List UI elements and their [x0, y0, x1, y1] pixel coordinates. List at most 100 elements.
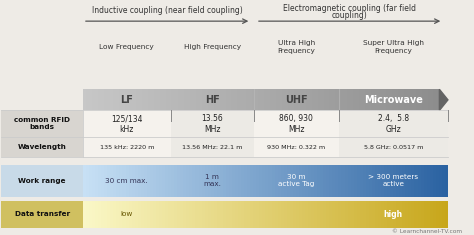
Bar [117, 201, 120, 228]
Bar [336, 164, 339, 197]
Bar [366, 164, 369, 197]
Text: Data transfer: Data transfer [15, 212, 70, 217]
Bar [372, 164, 375, 197]
Bar [427, 164, 430, 197]
Bar [407, 89, 410, 110]
Bar [210, 201, 214, 228]
Bar [356, 164, 360, 197]
Bar [268, 164, 272, 197]
Bar [276, 89, 280, 110]
Bar [267, 89, 271, 110]
Bar [429, 201, 433, 228]
Bar [278, 201, 281, 228]
Bar [117, 164, 120, 197]
Bar [214, 201, 217, 228]
Bar [122, 164, 126, 197]
Bar [208, 164, 211, 197]
Bar [363, 164, 366, 197]
Text: UHF: UHF [285, 95, 308, 105]
Text: High Frequency: High Frequency [183, 44, 241, 50]
Bar [308, 164, 311, 197]
Bar [274, 201, 278, 228]
Bar [323, 201, 327, 228]
Bar [420, 201, 424, 228]
Bar [214, 164, 217, 197]
Bar [183, 164, 187, 197]
Bar [369, 164, 373, 197]
Bar [371, 89, 374, 110]
Bar [118, 89, 122, 110]
Bar [134, 89, 137, 110]
Bar [329, 201, 333, 228]
Bar [402, 164, 406, 197]
Bar [270, 89, 273, 110]
Bar [183, 201, 187, 228]
Bar [344, 89, 348, 110]
Bar [98, 164, 101, 197]
Bar [232, 201, 236, 228]
Bar [229, 201, 232, 228]
Bar [113, 164, 117, 197]
Bar [83, 110, 171, 137]
Bar [311, 201, 315, 228]
Bar [128, 164, 132, 197]
Bar [253, 164, 257, 197]
Bar [165, 201, 169, 228]
Bar [314, 201, 318, 228]
Bar [168, 164, 172, 197]
Bar [386, 89, 389, 110]
Bar [241, 164, 245, 197]
Bar [297, 89, 300, 110]
Bar [419, 89, 422, 110]
Bar [375, 201, 378, 228]
Bar [107, 164, 111, 197]
Bar [174, 164, 178, 197]
Bar [180, 201, 184, 228]
Bar [387, 164, 391, 197]
Bar [86, 201, 90, 228]
Text: HF: HF [205, 95, 219, 105]
Bar [153, 164, 156, 197]
Bar [411, 164, 415, 197]
Polygon shape [439, 89, 448, 110]
Bar [396, 201, 400, 228]
Bar [201, 164, 205, 197]
Bar [413, 89, 416, 110]
Bar [132, 201, 135, 228]
Bar [92, 164, 96, 197]
Bar [420, 164, 424, 197]
Bar [171, 164, 174, 197]
Bar [168, 201, 172, 228]
Bar [217, 164, 220, 197]
Bar [314, 164, 318, 197]
Bar [401, 89, 404, 110]
Bar [409, 164, 412, 197]
Text: Wavelength: Wavelength [18, 145, 67, 150]
Bar [351, 201, 354, 228]
Bar [383, 89, 386, 110]
Bar [162, 201, 165, 228]
Bar [86, 164, 90, 197]
Bar [261, 89, 264, 110]
Bar [332, 164, 336, 197]
Bar [205, 201, 208, 228]
Bar [329, 89, 333, 110]
Bar [83, 137, 171, 157]
Text: Ultra High
Frequency: Ultra High Frequency [277, 40, 315, 54]
Bar [263, 164, 266, 197]
Bar [255, 89, 259, 110]
Bar [223, 201, 227, 228]
Bar [107, 89, 110, 110]
Bar [156, 164, 159, 197]
Bar [293, 164, 296, 197]
Bar [147, 164, 150, 197]
Bar [353, 89, 357, 110]
Bar [300, 89, 303, 110]
Bar [130, 89, 134, 110]
Bar [177, 164, 181, 197]
Bar [398, 89, 401, 110]
Bar [1, 137, 83, 157]
Bar [283, 201, 287, 228]
Bar [315, 89, 318, 110]
Bar [208, 89, 211, 110]
